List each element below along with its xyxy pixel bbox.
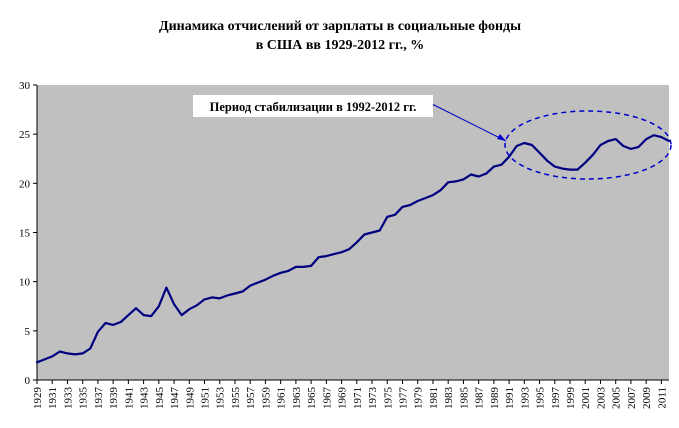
x-tick-label: 1935 (78, 387, 90, 410)
x-tick-label: 1933 (62, 387, 74, 410)
series-line (35, 134, 671, 364)
x-tick-label: 1975 (382, 387, 394, 410)
x-tick-label: 1985 (458, 387, 470, 410)
x-tick-label: 1991 (504, 387, 516, 409)
stabilization-highlight-ellipse (504, 110, 672, 180)
x-tick-label: 1967 (321, 387, 333, 410)
x-tick-label: 1971 (352, 387, 364, 409)
chart-title-line2: в США вв 1929-2012 гг., % (256, 38, 425, 53)
x-tick-label: 2009 (641, 387, 653, 410)
x-tick-label: 1937 (93, 387, 105, 410)
x-tick-label: 1941 (123, 387, 135, 409)
x-tick-label: 1983 (443, 387, 455, 410)
y-tick-label: 15 (19, 228, 31, 240)
y-tick-label: 30 (19, 80, 31, 92)
y-axis-ticks: 0 5 10 15 20 25 30 (19, 80, 37, 387)
chart-title-line1: Динамика отчислений от зарплаты в социал… (159, 19, 521, 34)
x-tick-label: 2011 (656, 387, 668, 409)
x-tick-label: 1957 (245, 387, 257, 410)
x-tick-label: 1995 (535, 387, 547, 410)
x-tick-label: 1999 (565, 387, 577, 410)
series-group (35, 134, 671, 364)
y-tick-label: 0 (25, 375, 31, 387)
x-tick-label: 1929 (32, 387, 44, 410)
x-tick-label: 1977 (397, 387, 409, 410)
x-tick-label: 1997 (550, 387, 562, 410)
plot-area (37, 85, 669, 380)
x-axis-ticks: 1929 1931 1933 1935 1937 1939 1941 1943 1945 1947… (32, 380, 668, 409)
annotation-box (193, 95, 433, 117)
x-tick-label: 1959 (260, 387, 272, 410)
x-tick-label: 1943 (139, 387, 151, 410)
y-tick-label: 20 (19, 178, 31, 190)
x-tick-label: 1953 (215, 387, 227, 410)
x-tick-label: 1945 (154, 387, 166, 410)
x-tick-label: 1951 (200, 387, 212, 409)
x-tick-label: 2005 (611, 387, 623, 410)
x-tick-label: 2007 (626, 387, 638, 410)
x-tick-label: 1969 (337, 387, 349, 410)
x-tick-label: 1947 (169, 387, 181, 410)
x-tick-label: 2001 (580, 387, 592, 409)
x-tick-label: 1949 (184, 387, 196, 410)
x-tick-label: 1979 (413, 387, 425, 410)
x-tick-label: 1931 (47, 387, 59, 409)
y-tick-label: 5 (25, 326, 31, 338)
x-tick-label: 2003 (595, 387, 607, 410)
x-tick-label: 1987 (474, 387, 486, 410)
annotation-arrow-head (497, 134, 506, 141)
x-tick-label: 1955 (230, 387, 242, 410)
x-tick-label: 1981 (428, 387, 440, 409)
annotation-arrow (431, 103, 507, 142)
y-tick-label: 25 (19, 129, 31, 141)
x-tick-label: 1965 (306, 387, 318, 410)
y-tick-label: 10 (19, 277, 31, 289)
annotation-label: Период стабилизации в 1992-2012 гг. (210, 100, 417, 114)
x-tick-label: 1963 (291, 387, 303, 410)
x-tick-label: 1939 (108, 387, 120, 410)
x-tick-label: 1993 (519, 387, 531, 410)
x-tick-label: 1961 (276, 387, 288, 409)
x-tick-label: 1973 (367, 387, 379, 410)
x-tick-label: 1989 (489, 386, 501, 409)
